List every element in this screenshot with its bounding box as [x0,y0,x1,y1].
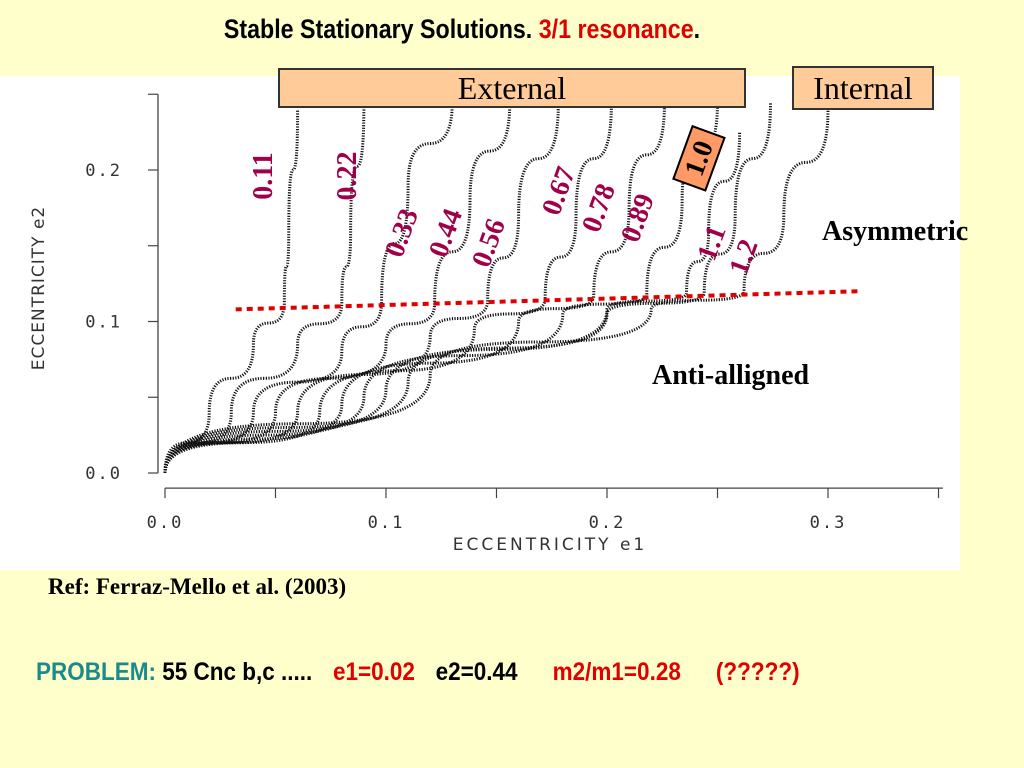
asymmetric-label: Asymmetric [822,216,969,247]
y-tick-label: 0.2 [85,161,122,181]
separatrix-line [235,289,862,312]
series-label-0.78: 0.78 [576,180,622,237]
y-tick-label: 0.1 [85,313,122,333]
series-label-0.33: 0.33 [379,205,425,262]
y-tick-label: 0.0 [85,464,122,484]
problem-query: (?????) [715,658,800,686]
slide-title: Stable Stationary Solutions. 3/1 resonan… [65,14,860,45]
problem-e1: e1=0.02 [332,658,415,686]
title-end: . [693,14,701,44]
external-box: External [278,68,746,108]
title-highlight: 3/1 resonance [538,14,694,44]
series-curve-0.44 [163,101,512,474]
internal-box: Internal [792,66,934,110]
x-tick-label: 0.3 [810,513,847,533]
series-curve-1.1 [163,101,773,474]
series-label-0.56: 0.56 [466,215,512,272]
problem-e2: e2=0.44 [435,658,518,686]
x-axis-label: ECCENTRICITY e1 [453,535,647,555]
series-curve-0.89 [163,101,719,474]
series-curve-0.56 [163,101,560,474]
problem-line: PROBLEM: 55 Cnc b,c ..... e1=0.02 e2=0.4… [36,658,800,687]
reference-text: Ref: Ferraz-Mello et al. (2003) [48,574,347,599]
series-curve-0.22 [163,101,366,474]
x-tick-label: 0.2 [589,513,626,533]
series-label-0.44: 0.44 [423,205,469,262]
series-label-0.89: 0.89 [615,190,661,247]
series-curve-0.11 [163,109,300,474]
title-main: Stable Stationary Solutions. [223,14,533,44]
series-curve-0.78 [163,101,666,474]
series-label-0.67: 0.67 [536,163,582,220]
x-tick-label: 0.1 [368,513,405,533]
problem-mass-ratio: m2/m1=0.28 [552,658,681,686]
y-axis-label: ECCENTRICITY e2 [29,206,49,370]
problem-label: PROBLEM: [36,658,156,686]
problem-system: 55 Cnc b,c ..... [162,658,313,686]
label-box [672,124,726,192]
plot-area: 0.0 0.1 0.2 0.3 0.0 0.1 0.2 ECCENTRICITY e1 ECCE… [0,76,960,570]
series-label-1.0: 1.0 [672,124,726,192]
anti-aligned-label: Anti-alligned [652,360,810,391]
x-tick-label: 0.0 [147,513,184,533]
series-curve-0.33 [163,101,454,474]
series-label-0.11: 0.11 [248,152,279,199]
series-label-0.22: 0.22 [332,152,363,201]
series-label-1.2: 1.2 [723,235,764,278]
